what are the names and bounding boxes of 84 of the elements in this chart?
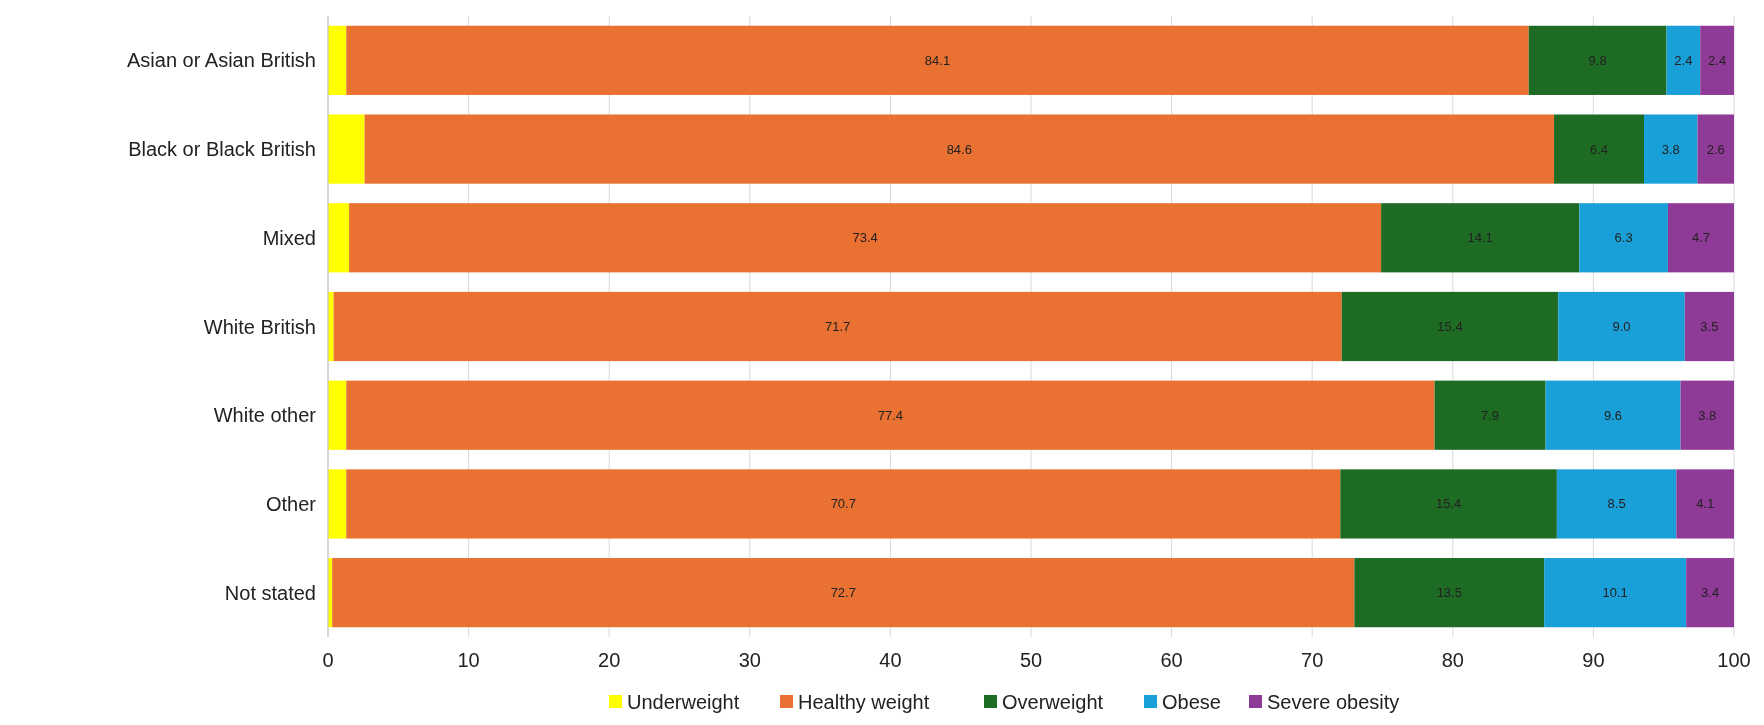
bar	[346, 25, 1529, 95]
y-tick-label: Black or Black British	[128, 138, 316, 161]
bar	[1528, 25, 1667, 95]
bar	[1680, 380, 1734, 450]
data-label: 7.9	[1481, 407, 1500, 423]
bar	[1545, 380, 1681, 450]
bar	[1558, 291, 1685, 362]
bar	[1684, 291, 1734, 362]
bar	[333, 291, 1342, 362]
legend-label: Healthy weight	[798, 691, 930, 713]
data-label: 70.7	[830, 496, 856, 512]
data-label: 8.5	[1607, 496, 1626, 512]
bar	[1354, 558, 1545, 628]
data-label: 3.8	[1698, 407, 1717, 423]
data-label: 73.4	[852, 230, 878, 246]
data-label: 13.5	[1436, 585, 1462, 601]
x-tick-label: 70	[1301, 649, 1324, 671]
data-label: 71.7	[825, 319, 851, 335]
bar	[328, 203, 350, 273]
data-label: 10.1	[1602, 585, 1628, 601]
data-label: 2.6	[1706, 141, 1725, 157]
data-label: 3.4	[1701, 585, 1720, 601]
legend-label: Overweight	[1002, 691, 1104, 713]
x-tick-label: 40	[879, 649, 902, 671]
data-label: 84.6	[946, 141, 972, 157]
bar	[1579, 203, 1668, 273]
data-label: 2.4	[1708, 52, 1727, 68]
bar	[328, 380, 347, 450]
bar	[328, 469, 347, 539]
bar	[364, 114, 1555, 184]
bar	[1676, 469, 1734, 539]
data-label: 77.4	[877, 407, 904, 423]
bar	[346, 469, 1341, 539]
bar	[332, 558, 1355, 628]
data-label: 3.8	[1661, 141, 1680, 157]
data-label: 3.5	[1700, 319, 1719, 335]
bar	[1644, 114, 1698, 184]
bar	[1554, 114, 1645, 184]
x-tick-label: 60	[1160, 649, 1183, 671]
data-label: 9.8	[1588, 52, 1607, 68]
data-label: 84.1	[924, 52, 951, 68]
x-tick-label: 10	[457, 649, 480, 671]
bar	[1341, 291, 1559, 362]
data-label: 2.4	[1674, 52, 1693, 68]
bar	[328, 114, 365, 184]
bar	[1667, 203, 1734, 273]
bar	[1697, 114, 1734, 184]
bar	[1700, 25, 1734, 95]
data-label: 6.3	[1614, 230, 1633, 246]
bar	[1556, 469, 1677, 539]
data-label: 15.4	[1435, 496, 1462, 512]
data-label: 4.7	[1691, 230, 1710, 246]
data-label: 6.4	[1589, 141, 1609, 157]
data-label: 9.6	[1604, 407, 1623, 423]
bar	[1686, 558, 1734, 628]
bar	[1434, 380, 1546, 450]
x-tick-label: 90	[1582, 649, 1605, 671]
data-label: 9.0	[1612, 319, 1631, 335]
y-tick-label: Other	[265, 492, 317, 515]
x-tick-label: 50	[1019, 649, 1043, 671]
bar	[328, 25, 347, 95]
x-tick-label: 0	[322, 649, 334, 671]
legend-label: Severe obesity	[1267, 691, 1400, 713]
x-tick-label: 80	[1441, 649, 1464, 671]
y-tick-label: White British	[203, 315, 316, 338]
legend-label: Obese	[1162, 691, 1221, 713]
bar	[346, 380, 1435, 450]
bar	[1340, 469, 1557, 539]
y-tick-label: White other	[213, 404, 317, 427]
x-tick-label: 30	[738, 649, 761, 671]
legend-label: Underweight	[627, 691, 740, 713]
x-tick-label: 100	[1717, 649, 1751, 671]
data-label: 15.4	[1437, 319, 1463, 335]
bar	[1544, 558, 1687, 628]
bar	[1381, 203, 1580, 273]
data-label: 14.1	[1467, 230, 1493, 246]
x-tick-label: 20	[598, 649, 621, 671]
data-label: 4.1	[1696, 496, 1715, 512]
y-tick-label: Not stated	[224, 581, 316, 604]
bar	[349, 203, 1382, 273]
y-tick-label: Mixed	[262, 226, 316, 249]
bar	[1666, 25, 1701, 95]
data-label: 72.7	[830, 585, 856, 601]
y-tick-label: Asian or Asian British	[127, 49, 316, 72]
